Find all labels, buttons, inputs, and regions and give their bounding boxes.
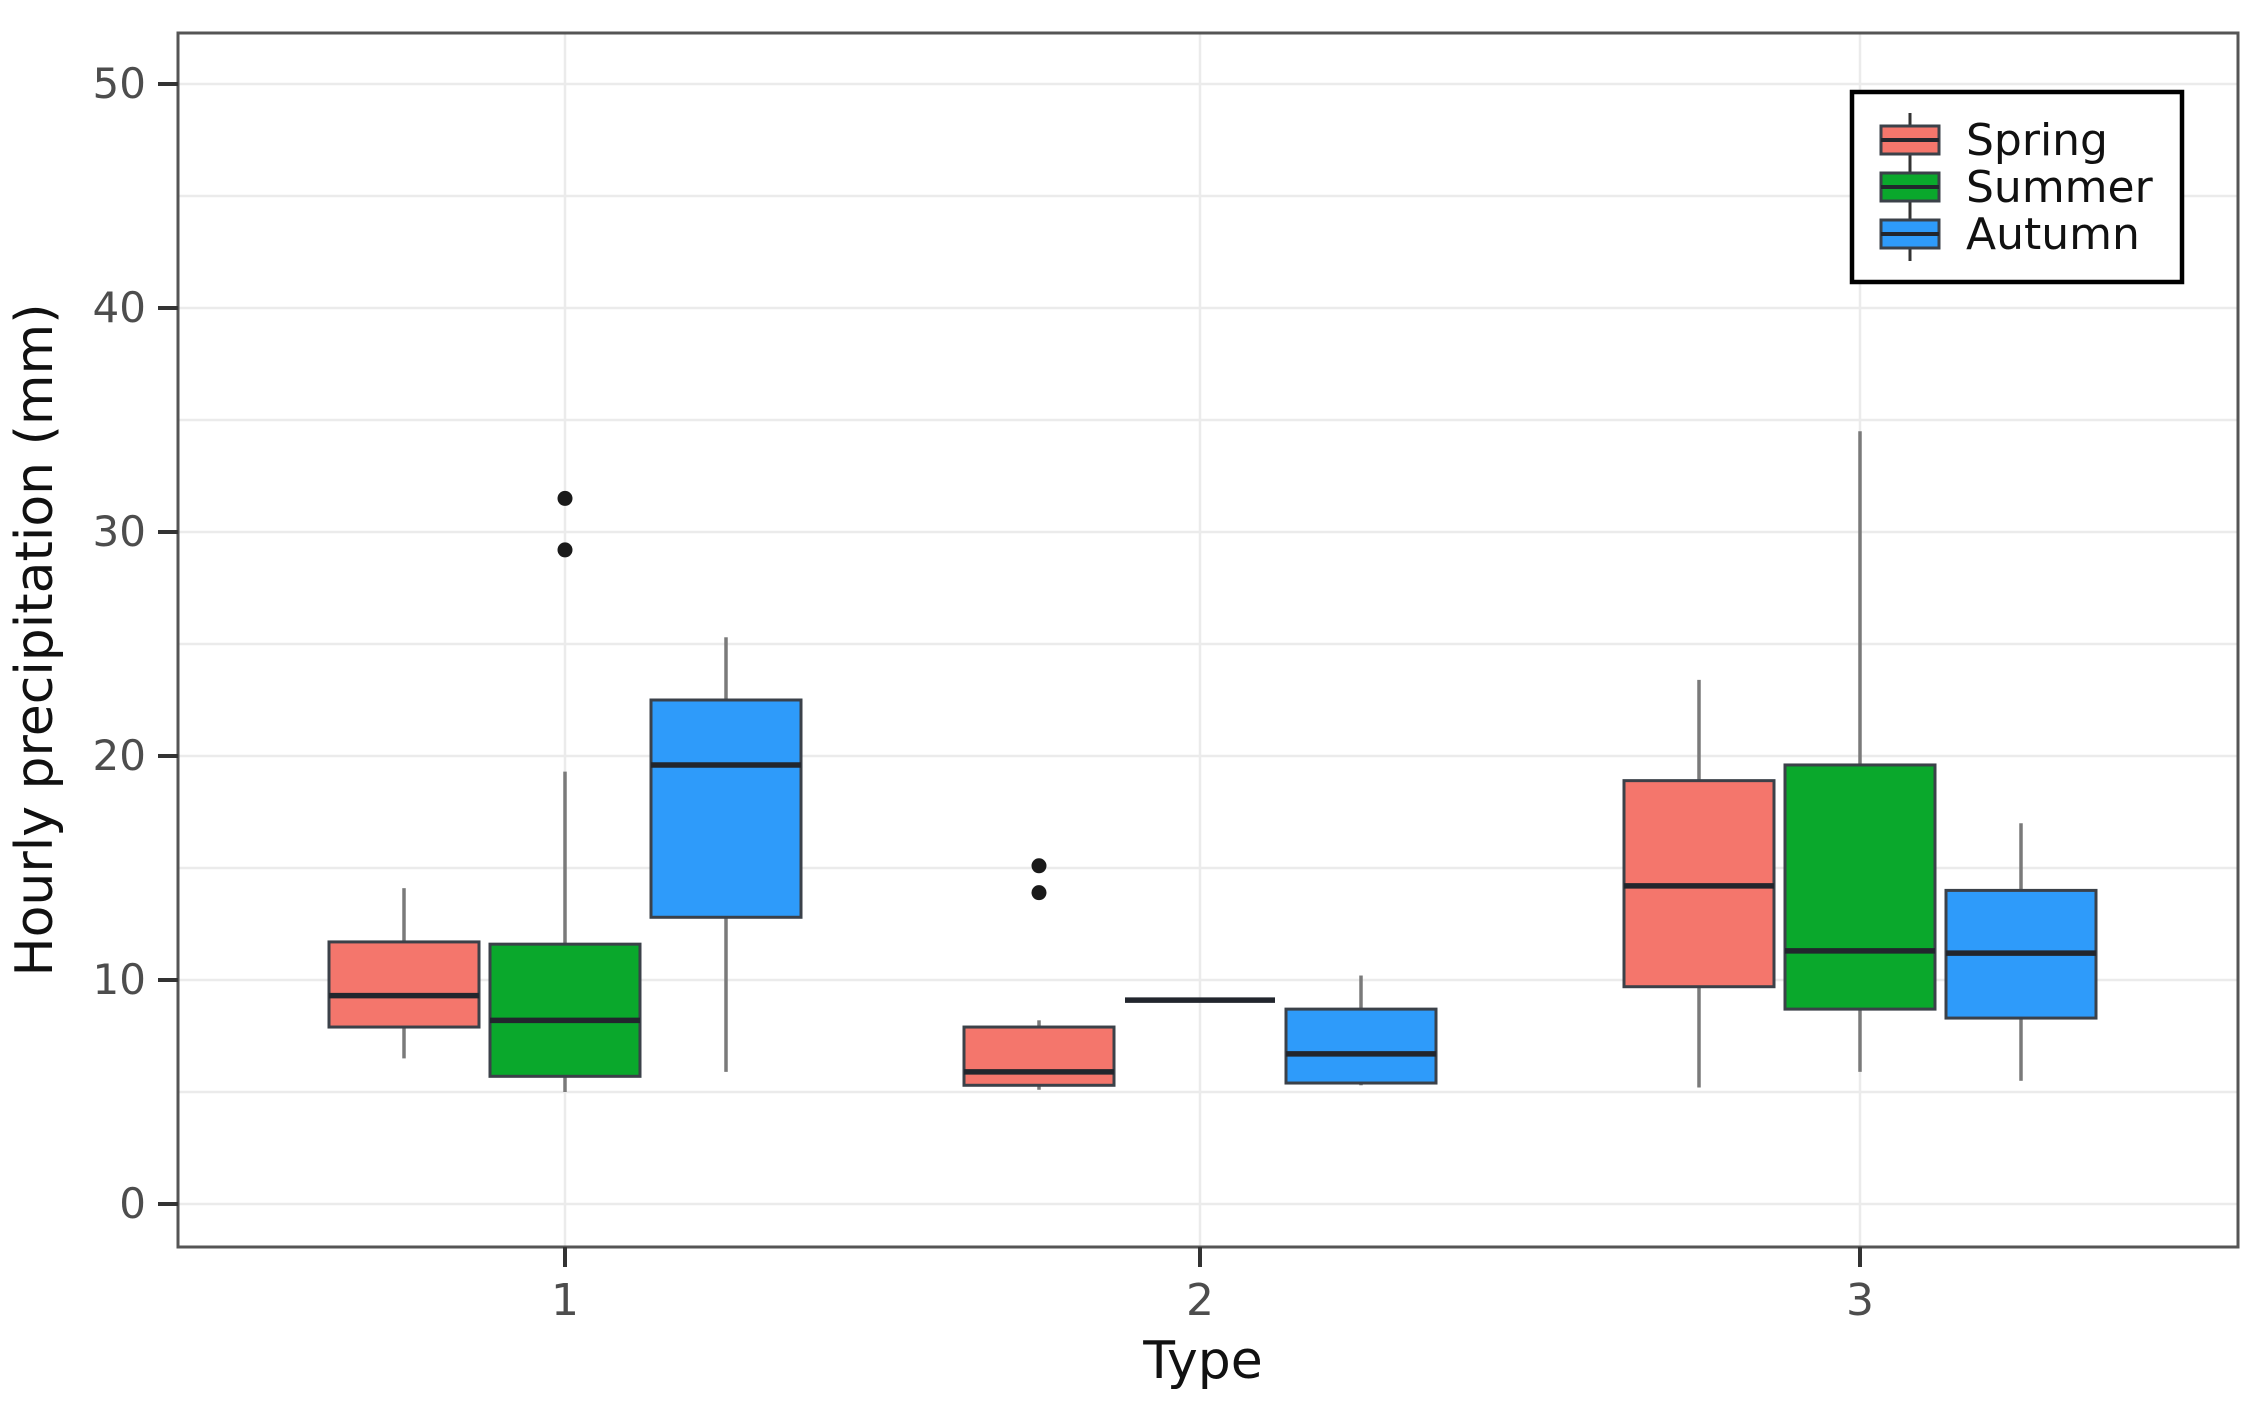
y-tick-label: 10 — [93, 955, 146, 1004]
y-tick-label: 50 — [93, 59, 146, 108]
outlier-point-spring-type2 — [1031, 858, 1047, 874]
box-layer — [327, 431, 2098, 1092]
box-spring-type1 — [327, 940, 481, 1029]
y-axis-title: Hourly precipitation (mm) — [5, 303, 65, 976]
box-autumn-type2 — [1284, 1007, 1438, 1085]
legend-label-spring: Spring — [1966, 115, 2108, 166]
legend-label-autumn: Autumn — [1966, 209, 2140, 260]
outlier-point-summer-type1 — [557, 542, 573, 558]
box-summer-type3 — [1783, 763, 1937, 1011]
y-tick-label: 30 — [93, 507, 146, 556]
legend-label-summer: Summer — [1966, 162, 2154, 213]
y-tick-label: 40 — [93, 283, 146, 332]
legend-entry-summer: Summer — [1879, 160, 2154, 214]
x-axis-title: Type — [1142, 1331, 1262, 1391]
legend-entry-spring: Spring — [1879, 113, 2108, 167]
y-tick-label: 20 — [93, 731, 146, 780]
box-autumn-type1 — [649, 698, 803, 919]
axis-tick-layer: 0 10 20 30 40 50 1 2 3 — [93, 59, 1874, 1326]
y-tick-label: 0 — [119, 1179, 146, 1228]
plot-frame — [176, 31, 2240, 1249]
x-tick-label: 1 — [551, 1275, 579, 1326]
legend-entry-autumn: Autumn — [1879, 207, 2140, 261]
x-tick-label: 2 — [1186, 1275, 1214, 1326]
outlier-point-spring-type2 — [1031, 885, 1047, 901]
box-summer-type1 — [488, 942, 642, 1078]
outlier-point-summer-type1 — [557, 490, 573, 506]
x-tick-label: 3 — [1846, 1275, 1874, 1326]
plot-frame-layer — [176, 31, 2240, 1249]
box-spring-type2 — [962, 1025, 1116, 1087]
